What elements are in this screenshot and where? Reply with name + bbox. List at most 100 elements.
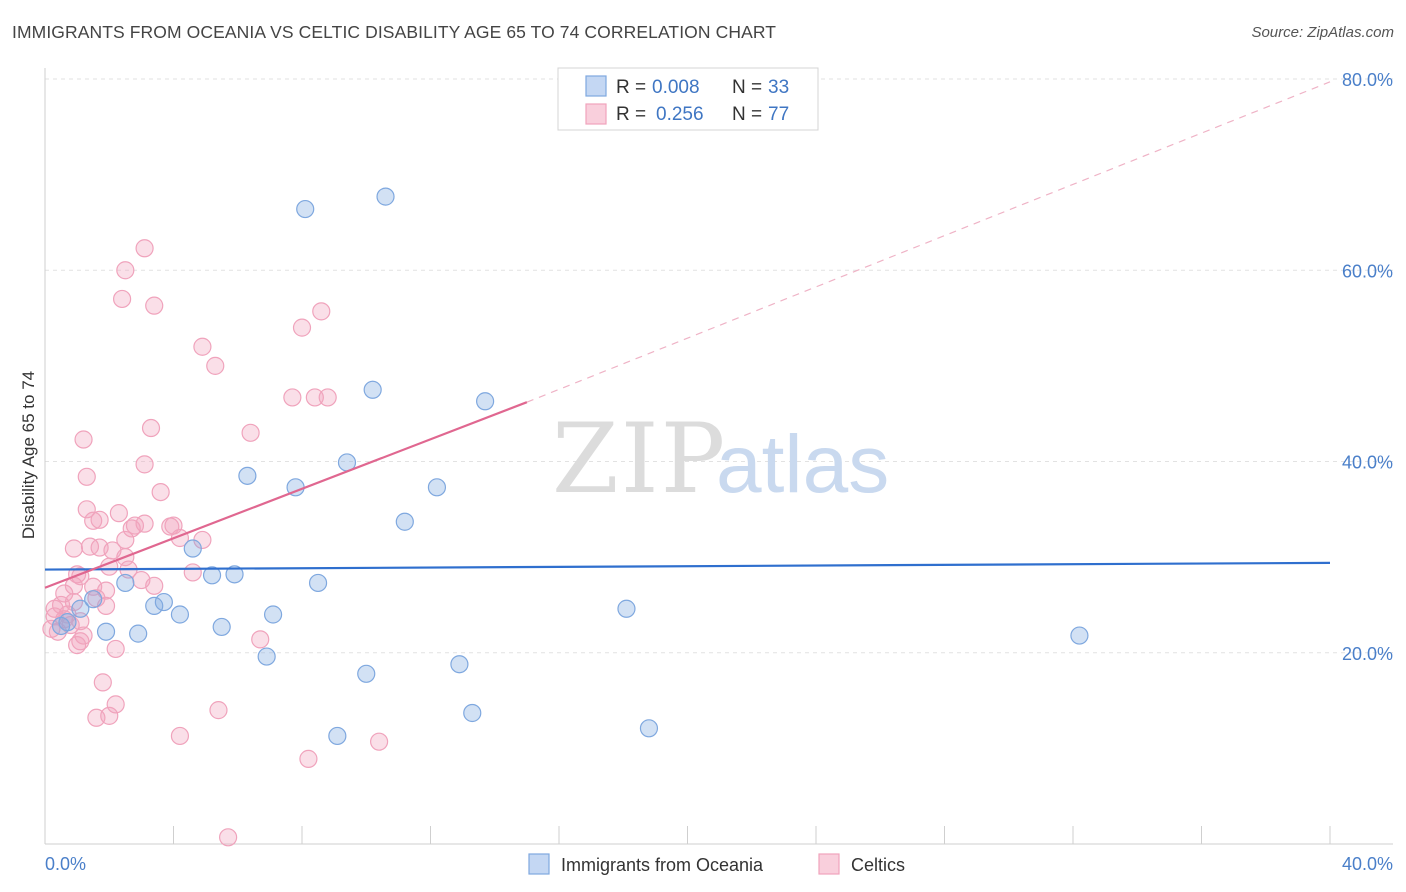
oceania-point <box>617 599 636 618</box>
legend-n-value-blue: 33 <box>768 77 789 98</box>
celtics-point <box>135 239 154 258</box>
celtics-point <box>61 615 80 635</box>
celtics-point <box>84 511 103 530</box>
oceania-point <box>71 599 90 618</box>
oceania-point <box>1070 626 1089 645</box>
oceania-point <box>129 624 148 643</box>
oceania-point <box>202 566 222 585</box>
legend-r-label-blue: R = <box>616 77 646 98</box>
correlation-legend: R = 0.008 N = 33 R = 0.256 N = 77 <box>557 67 819 131</box>
tick-labels: 20.0% 40.0% 60.0% 80.0% 0.0% 40.0% <box>45 70 1393 874</box>
celtics-point <box>251 630 270 649</box>
celtics-point <box>74 626 93 645</box>
celtics-point <box>135 455 154 474</box>
y-tick-label: 60.0% <box>1342 261 1393 281</box>
celtics-point <box>71 612 90 631</box>
celtics-point <box>299 749 318 768</box>
oceania-point <box>639 719 659 738</box>
celtics-point <box>135 514 154 533</box>
legend-r-value-pink: 0.256 <box>656 104 704 125</box>
celtics-point <box>90 510 109 529</box>
celtics-point <box>106 695 125 714</box>
oceania-point <box>427 478 447 497</box>
oceania-point <box>212 617 231 637</box>
oceania-point <box>145 596 164 615</box>
celtics-point <box>151 483 170 502</box>
celtics-point <box>116 261 135 280</box>
celtics-point <box>209 701 228 720</box>
oceania-point <box>296 199 315 219</box>
celtics-point <box>71 632 90 651</box>
celtics-point <box>77 467 96 486</box>
y-tick-label: 40.0% <box>1342 453 1393 473</box>
celtics-point <box>141 418 161 438</box>
legend-n-value-pink: 77 <box>768 104 789 125</box>
celtics-point <box>100 706 119 725</box>
oceania-point <box>225 565 244 584</box>
celtics-point <box>77 500 96 519</box>
oceania-point <box>84 590 103 609</box>
celtics-point <box>96 581 116 600</box>
axes <box>44 68 1393 845</box>
oceania-point <box>463 703 482 723</box>
celtics-point <box>219 828 238 847</box>
celtics-point <box>109 504 128 523</box>
y-tick-label: 80.0% <box>1342 70 1393 90</box>
celtics-trend-line <box>44 401 528 589</box>
celtics-point <box>193 337 212 356</box>
oceania-point <box>183 539 202 558</box>
series-legend: Immigrants from Oceania Celtics <box>528 853 905 875</box>
y-tick-label: 20.0% <box>1342 644 1393 664</box>
oceania-trend-line <box>44 561 1331 571</box>
celtics-point <box>206 356 225 375</box>
celtics-point <box>64 539 84 558</box>
celtics-point <box>312 302 331 321</box>
oceania-point <box>363 380 382 399</box>
celtics-point <box>183 563 202 582</box>
celtics-point <box>318 388 337 407</box>
celtics-point <box>283 388 302 407</box>
oceania-point <box>154 592 173 612</box>
source-label: Source: ZipAtlas.com <box>1251 24 1394 41</box>
celtics-point <box>170 726 190 746</box>
bottom-legend-label-celtics: Celtics <box>851 855 905 875</box>
celtics-point <box>292 318 312 337</box>
celtics-point <box>112 289 132 309</box>
celtics-point <box>241 423 260 442</box>
legend-swatch-pink <box>585 103 607 125</box>
oceania-point <box>357 664 376 683</box>
legend-n-label-blue: N = <box>732 77 762 98</box>
oceania-point <box>96 622 116 641</box>
y-axis-title: Disability Age 65 to 74 <box>19 371 38 539</box>
legend-r-label-pink: R = <box>616 104 646 125</box>
oceania-point <box>328 726 347 746</box>
bottom-legend-label-oceania: Immigrants from Oceania <box>561 855 764 875</box>
celtics-point <box>80 537 100 556</box>
celtics-point <box>305 388 324 407</box>
trend-lines <box>44 81 1331 589</box>
legend-r-value-blue: 0.008 <box>652 77 700 98</box>
oceania-point <box>116 573 135 593</box>
watermark-zip: ZIP <box>552 403 727 515</box>
oceania-point <box>395 512 414 531</box>
legend-swatch-blue <box>585 75 607 97</box>
oceania-point <box>238 466 257 485</box>
celtics-point <box>145 576 164 595</box>
celtics-point <box>64 592 84 612</box>
oceania-point <box>257 647 276 666</box>
x-tick-label: 40.0% <box>1342 854 1393 874</box>
oceania-point <box>476 392 495 411</box>
celtics-trend-extension <box>526 81 1331 403</box>
celtics-point <box>93 673 112 692</box>
series-celtics-points <box>42 239 389 847</box>
oceania-point <box>170 605 190 624</box>
celtics-point <box>74 430 93 449</box>
bottom-legend-swatch-oceania <box>528 853 550 875</box>
bottom-legend-swatch-celtics <box>818 853 840 875</box>
oceania-point <box>376 187 395 206</box>
series-oceania-points <box>51 187 1089 746</box>
celtics-point <box>106 639 125 659</box>
celtics-point <box>370 732 389 751</box>
oceania-point <box>263 605 283 624</box>
